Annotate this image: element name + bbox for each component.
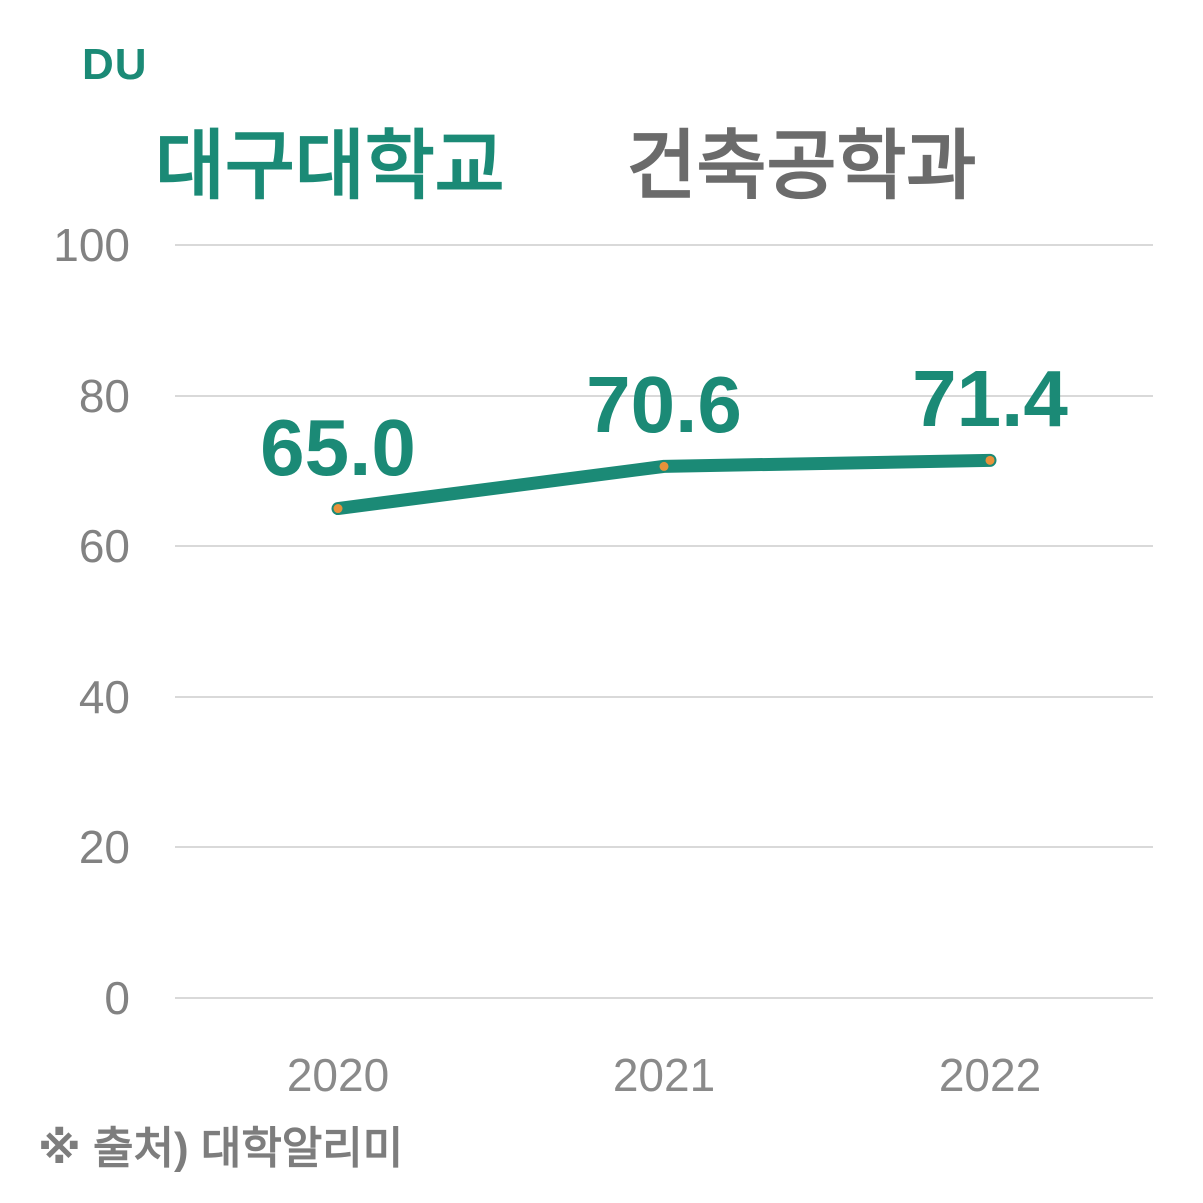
data-point-marker-2022 bbox=[985, 455, 995, 465]
source-note: ※ 출처) 대학알리미 bbox=[38, 1124, 404, 1173]
gridline-y-0 bbox=[175, 997, 1153, 999]
university-logo-text: DU bbox=[82, 40, 148, 89]
x-axis-tick-label-2020: 2020 bbox=[286, 1049, 390, 1101]
data-point-marker-2021 bbox=[659, 461, 669, 471]
x-axis-tick-label-2022: 2022 bbox=[938, 1049, 1042, 1101]
y-axis-tick-label-20: 20 bbox=[78, 821, 130, 874]
data-point-marker-2020 bbox=[333, 504, 343, 514]
y-axis-tick-label-80: 80 bbox=[78, 369, 130, 422]
data-point-label-2020: 65.0 bbox=[260, 402, 416, 492]
y-axis-tick-label-100: 100 bbox=[53, 219, 130, 271]
chart-title: 대구대학교 건축공학과 bbox=[155, 104, 976, 214]
gridline-y-40 bbox=[175, 695, 1153, 698]
gridline-y-80 bbox=[175, 394, 1153, 397]
chart-title-department: 건축공학과 bbox=[626, 124, 977, 209]
y-axis-tick-label-0: 0 bbox=[104, 972, 130, 1024]
gridline-y-100 bbox=[175, 244, 1153, 246]
gridline-y-60 bbox=[175, 545, 1153, 548]
y-axis-tick-label-40: 40 bbox=[78, 670, 130, 723]
data-point-label-2021: 70.6 bbox=[586, 360, 742, 450]
x-axis-tick-label-2021: 2021 bbox=[612, 1049, 716, 1101]
data-point-label-2022: 71.4 bbox=[912, 354, 1068, 444]
y-axis-tick-label-60: 60 bbox=[78, 520, 130, 573]
gridline-y-20 bbox=[175, 846, 1153, 849]
chart-title-university: 대구대학교 bbox=[155, 124, 505, 209]
